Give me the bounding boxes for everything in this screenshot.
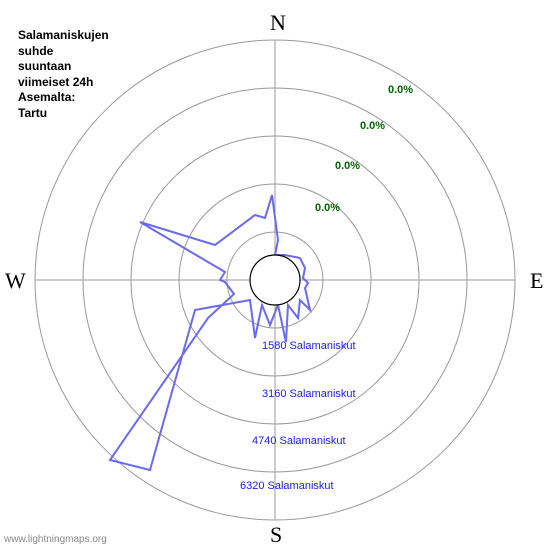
compass-s: S [270, 522, 282, 548]
wind-rose-shape [110, 195, 310, 470]
ring-pct-4: 0.0% [388, 84, 413, 96]
footer-attribution: www.lightningmaps.org [4, 534, 107, 545]
ring-pct-1: 0.0% [315, 202, 340, 214]
title-line-6: Tartu [18, 106, 109, 122]
ring-pct-2: 0.0% [335, 160, 360, 172]
center-hole [250, 255, 300, 305]
title-line-2: suhde [18, 44, 109, 60]
title-line-4: viimeiset 24h [18, 75, 109, 91]
ring-count-2: 3160 Salamaniskut [262, 388, 356, 400]
ring-count-4: 6320 Salamaniskut [240, 480, 334, 492]
ring-count-3: 4740 Salamaniskut [252, 435, 346, 447]
title-line-3: suuntaan [18, 59, 109, 75]
compass-n: N [270, 10, 286, 36]
title-line-5: Asemalta: [18, 90, 109, 106]
chart-title: Salamaniskujen suhde suuntaan viimeiset … [18, 28, 109, 122]
compass-w: W [5, 268, 26, 294]
title-line-1: Salamaniskujen [18, 28, 109, 44]
ring-pct-3: 0.0% [360, 120, 385, 132]
ring-count-1: 1580 Salamaniskut [262, 340, 356, 352]
compass-e: E [530, 268, 543, 294]
